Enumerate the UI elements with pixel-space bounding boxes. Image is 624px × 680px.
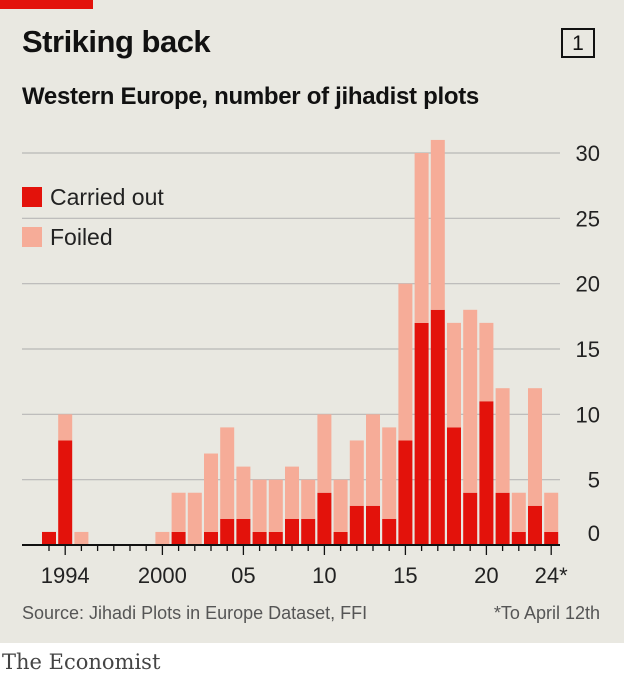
legend: Carried out Foiled — [22, 184, 164, 250]
bar-carried-out-2006 — [252, 531, 267, 545]
x-tick-label-2020: 20 — [474, 563, 498, 588]
chart-card: Striking back 1 Western Europe, number o… — [0, 0, 624, 643]
bar-carried-out-2008 — [285, 518, 299, 545]
bar-foiled-2017 — [430, 139, 445, 310]
bar-carried-out-2001 — [171, 531, 186, 545]
bar-foiled-2000 — [155, 531, 170, 545]
bar-carried-out-2005 — [236, 518, 251, 545]
y-tick-label-5: 5 — [588, 468, 600, 493]
bar-carried-out-2007 — [268, 531, 283, 545]
bar-foiled-2020 — [479, 322, 494, 402]
bar-carried-out-2016 — [414, 322, 429, 545]
x-axis: 1994 2000 05 10 15 20 24* — [22, 544, 568, 588]
bar-carried-out-2012 — [349, 505, 364, 545]
bar-foiled-2009 — [301, 479, 316, 519]
bar-carried-out-2009 — [301, 518, 316, 545]
bar-carried-out-1994 — [58, 440, 73, 545]
bar-foiled-2010 — [317, 414, 332, 493]
bars — [42, 139, 559, 545]
bar-foiled-2022 — [511, 492, 526, 532]
x-tick-label-2015: 15 — [393, 563, 417, 588]
bar-carried-out-2014 — [382, 518, 397, 545]
bar-foiled-2001 — [171, 492, 186, 532]
x-tick-label-2000: 2000 — [138, 563, 187, 588]
bar-carried-out-2023 — [528, 505, 542, 545]
y-tick-label-0: 0 — [588, 521, 600, 546]
bar-foiled-2019 — [463, 309, 478, 493]
bar-foiled-2024 — [544, 492, 559, 532]
x-tick-label-1994: 1994 — [41, 563, 90, 588]
y-tick-label-10: 10 — [576, 402, 600, 427]
x-tick-label-2024: 24* — [535, 563, 568, 588]
y-tick-label-15: 15 — [576, 337, 600, 362]
bar-carried-out-2015 — [398, 440, 413, 545]
economist-wordmark: The Economist — [2, 650, 161, 674]
bar-carried-out-2013 — [366, 505, 380, 545]
footnote: *To April 12th — [493, 603, 600, 623]
x-tick-label-2005: 05 — [231, 563, 255, 588]
legend-swatch-carried-out — [22, 187, 42, 207]
bar-carried-out-2022 — [511, 531, 526, 545]
bar-foiled-2014 — [382, 427, 397, 519]
bar-foiled-2008 — [285, 466, 299, 519]
bar-carried-out-2020 — [479, 401, 494, 545]
bar-foiled-2004 — [220, 427, 235, 519]
y-tick-label-25: 25 — [576, 206, 600, 231]
x-tick-label-2010: 10 — [312, 563, 336, 588]
bar-carried-out-2003 — [204, 531, 218, 545]
brand-red-tag — [0, 0, 93, 9]
bar-foiled-2005 — [236, 466, 251, 519]
y-axis-ticks: 0 5 10 15 20 25 30 — [576, 141, 600, 546]
bar-foiled-2007 — [268, 479, 283, 532]
y-tick-label-30: 30 — [576, 141, 600, 166]
bar-foiled-2023 — [528, 388, 542, 506]
bar-carried-out-2017 — [430, 309, 445, 545]
chart-subtitle: Western Europe, number of jihadist plots — [22, 83, 479, 110]
bar-carried-out-1993 — [42, 531, 56, 545]
legend-label-carried-out: Carried out — [50, 184, 164, 210]
bar-foiled-2015 — [398, 283, 413, 441]
bar-foiled-1995 — [74, 531, 89, 545]
legend-swatch-foiled — [22, 227, 42, 247]
bar-carried-out-2019 — [463, 492, 478, 545]
bar-foiled-2011 — [333, 479, 348, 532]
bar-carried-out-2010 — [317, 492, 332, 545]
bar-carried-out-2011 — [333, 531, 348, 545]
bar-foiled-2018 — [447, 322, 461, 428]
bar-foiled-2003 — [204, 453, 218, 532]
chart-title: Striking back — [22, 24, 211, 59]
bar-foiled-1994 — [58, 414, 73, 441]
y-tick-label-20: 20 — [576, 272, 600, 297]
bar-foiled-2006 — [252, 479, 267, 532]
source-note: Source: Jihadi Plots in Europe Dataset, … — [22, 603, 368, 623]
bar-carried-out-2018 — [447, 427, 461, 545]
bar-foiled-2002 — [187, 492, 202, 545]
chart-number-box: 1 — [561, 28, 595, 58]
bar-carried-out-2004 — [220, 518, 235, 545]
bar-carried-out-2024 — [544, 531, 559, 545]
bar-foiled-2021 — [495, 388, 510, 493]
bar-foiled-2013 — [366, 414, 380, 506]
bar-foiled-2016 — [414, 153, 429, 323]
legend-label-foiled: Foiled — [50, 224, 113, 250]
bar-carried-out-2021 — [495, 492, 510, 545]
bar-foiled-2012 — [349, 440, 364, 506]
